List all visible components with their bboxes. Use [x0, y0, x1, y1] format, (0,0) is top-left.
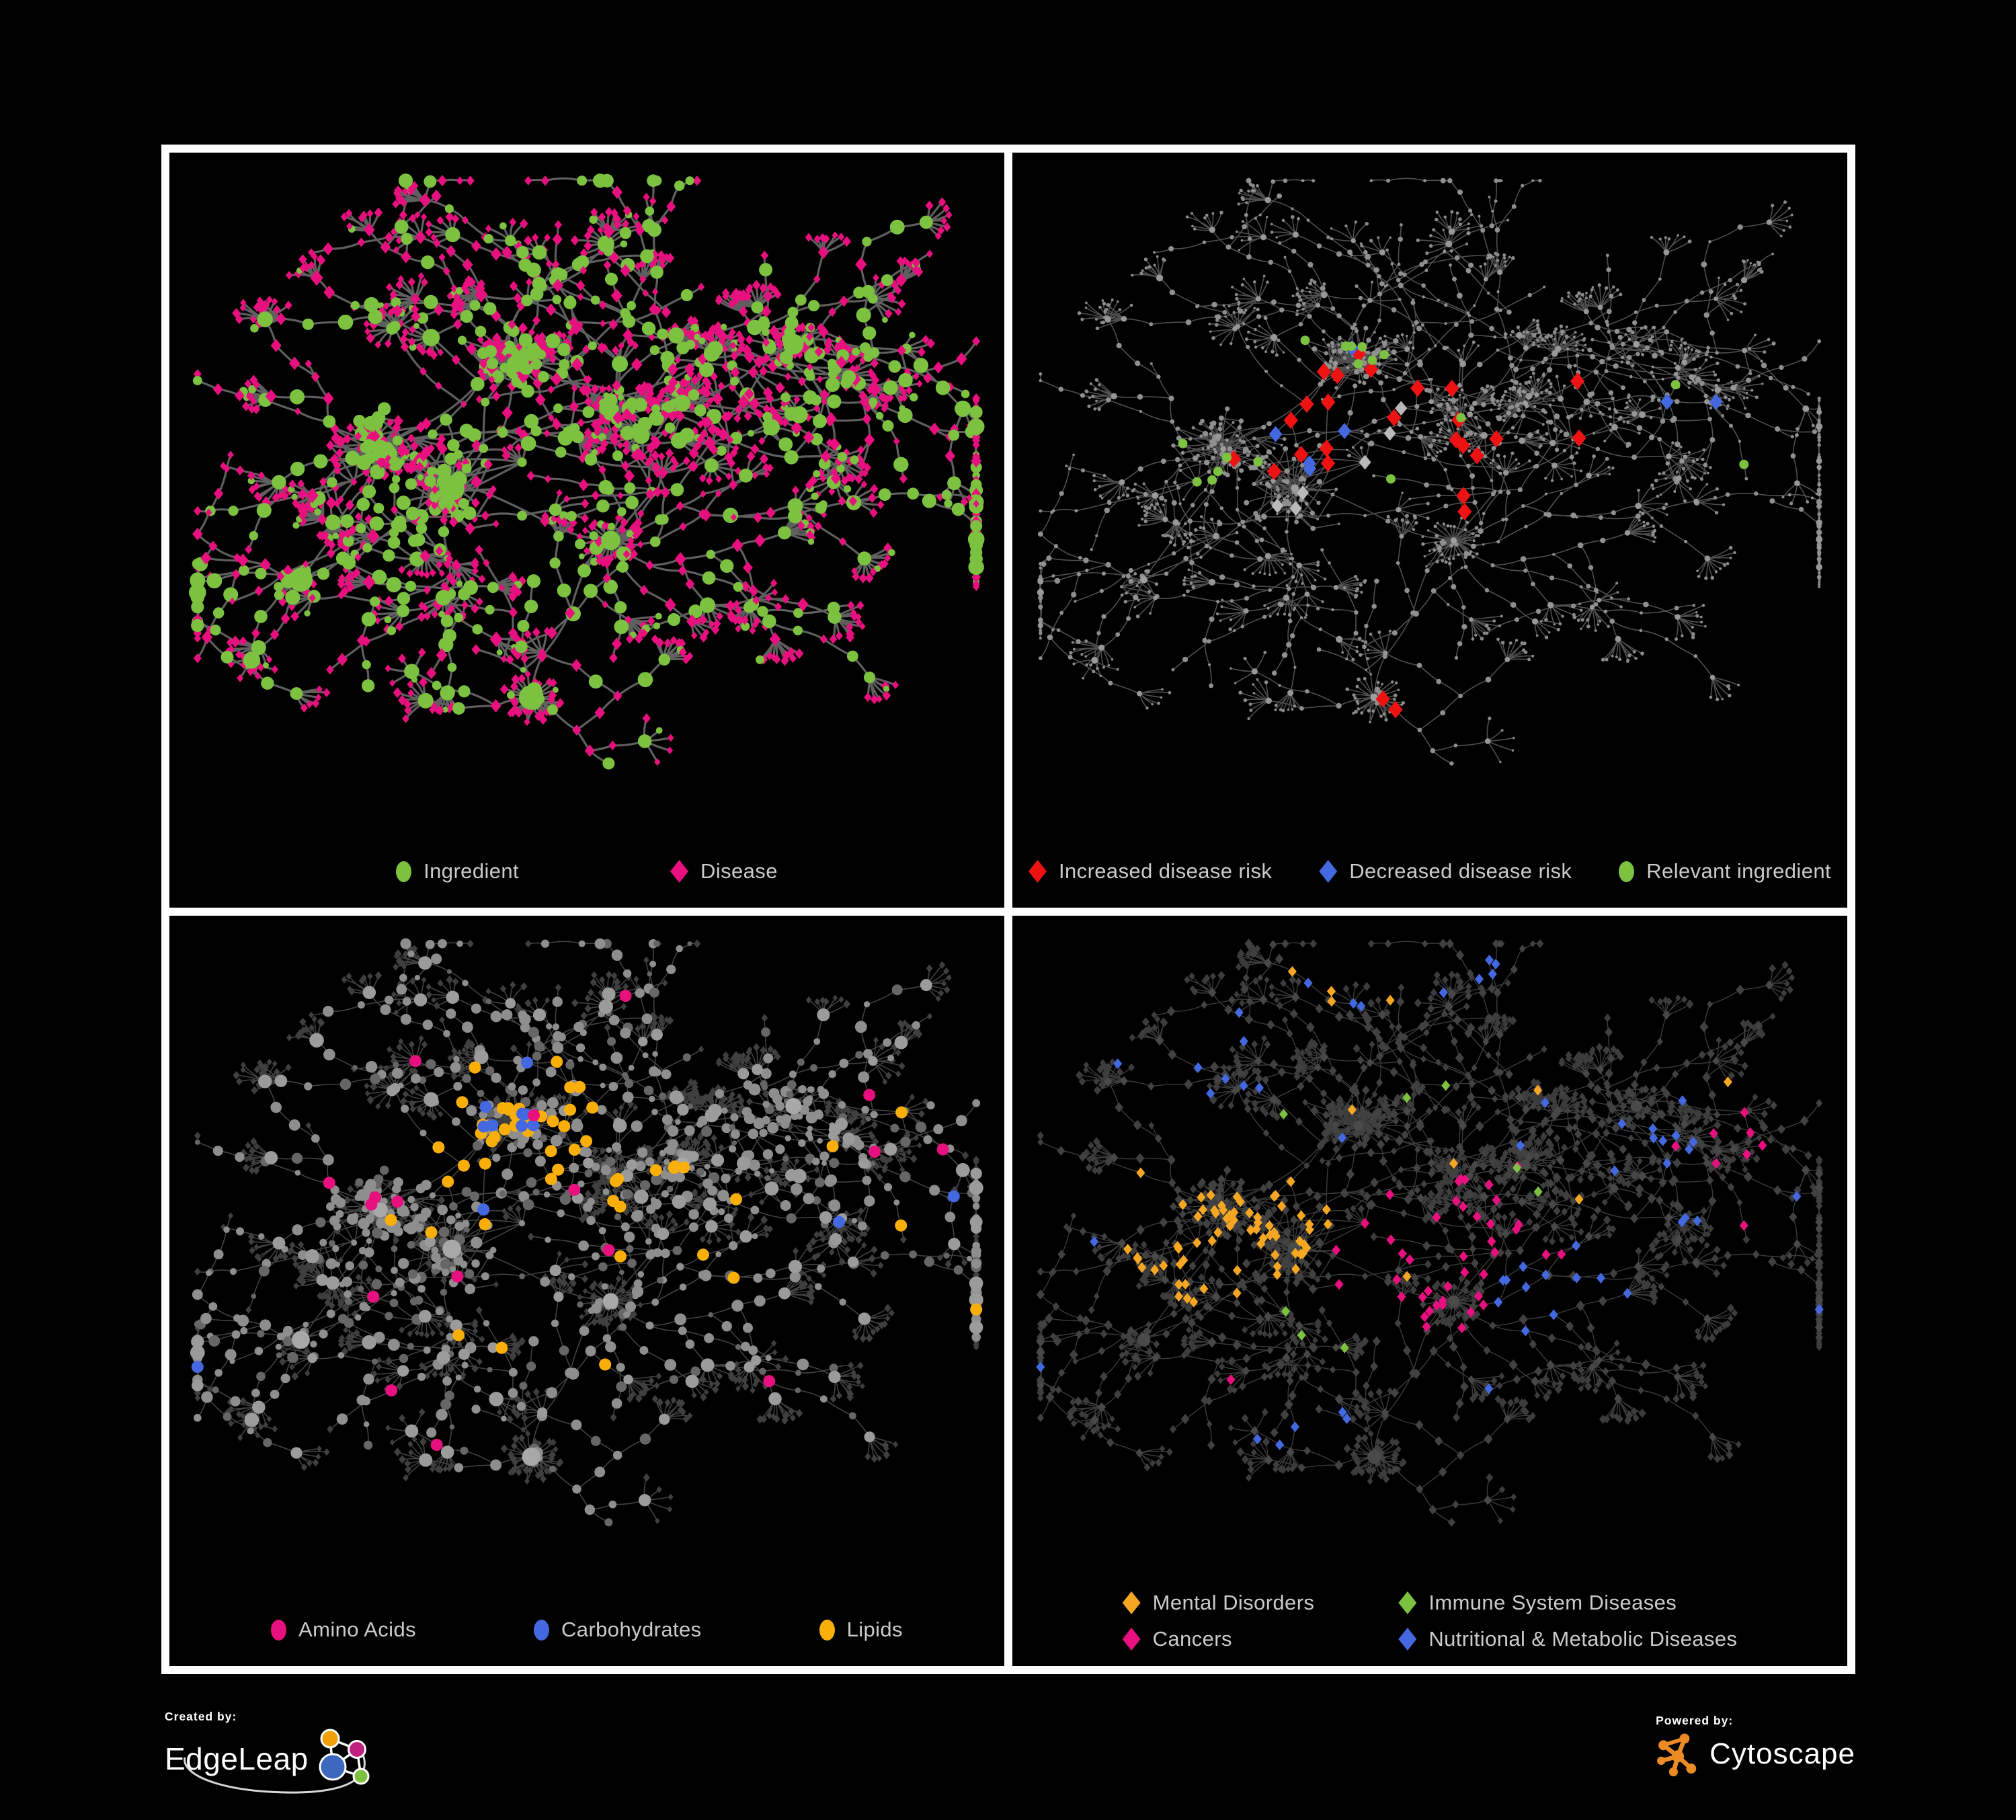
- nutritional-metabolic-marker-icon: [1398, 1628, 1417, 1651]
- ingredient-marker-icon: [396, 861, 412, 882]
- cytoscape-logo-icon: [1657, 1733, 1697, 1776]
- increased-risk-marker-icon: [1029, 860, 1047, 883]
- legend-item-carbohydrates: Carbohydrates: [534, 1618, 702, 1642]
- legend-item-decreased-risk: Decreased disease risk: [1319, 859, 1572, 883]
- powered-by-label: Powered by:: [1656, 1714, 1734, 1727]
- powered-by-credit: Powered by: Cytoscape: [1656, 1714, 1855, 1776]
- macronutrients-network-svg: [190, 938, 983, 1527]
- legend-label: Mental Disorders: [1152, 1591, 1315, 1614]
- legend-label: Nutritional & Metabolic Diseases: [1428, 1627, 1738, 1651]
- legend-item-immune-system-diseases: Immune System Diseases: [1398, 1591, 1737, 1615]
- edgeleap-wordmark: EdgeLeap: [165, 1741, 309, 1776]
- edgeleap-logo-icon: [184, 1729, 370, 1794]
- disease-risk-network-svg: [1037, 177, 1823, 766]
- panel-disease-risk: Increased disease risk Decreased disease…: [1012, 153, 1847, 908]
- panel-macronutrients: Amino Acids Carbohydrates Lipids: [169, 916, 1004, 1666]
- lipids-marker-icon: [819, 1619, 835, 1640]
- created-by-credit: Created by: EdgeLeap: [165, 1710, 374, 1794]
- relevant-ingredient-marker-icon: [1619, 861, 1635, 882]
- legend-label: Lipids: [846, 1618, 903, 1641]
- panel-grid: Ingredient Disease Increased disease ris…: [161, 145, 1855, 1674]
- legend-item-nutritional-metabolic-diseases: Nutritional & Metabolic Diseases: [1398, 1627, 1737, 1651]
- legend-disease-risk: Increased disease risk Decreased disease…: [1012, 859, 1847, 883]
- legend-ingredient-disease: Ingredient Disease: [169, 859, 1004, 883]
- legend-label: Increased disease risk: [1059, 859, 1273, 883]
- legend-item-relevant-ingredient: Relevant ingredient: [1619, 859, 1831, 883]
- panel-disease-categories: Mental Disorders Cancers Immune System D…: [1012, 916, 1847, 1666]
- amino-acids-marker-icon: [271, 1619, 287, 1640]
- immune-system-marker-icon: [1398, 1591, 1417, 1614]
- legend-disease-categories: Mental Disorders Cancers Immune System D…: [1012, 1591, 1847, 1651]
- legend-macronutrients: Amino Acids Carbohydrates Lipids: [169, 1618, 1004, 1642]
- mental-disorders-marker-icon: [1122, 1591, 1141, 1614]
- decreased-risk-marker-icon: [1319, 860, 1338, 883]
- disease-marker-icon: [670, 860, 689, 883]
- legend-label: Immune System Diseases: [1428, 1591, 1677, 1614]
- legend-label: Disease: [700, 859, 778, 883]
- legend-item-amino-acids: Amino Acids: [271, 1618, 416, 1642]
- legend-item-ingredient: Ingredient: [396, 859, 519, 883]
- legend-label: Ingredient: [424, 859, 520, 883]
- legend-item-lipids: Lipids: [819, 1618, 903, 1642]
- created-by-label: Created by:: [165, 1710, 237, 1723]
- legend-item-cancers: Cancers: [1122, 1627, 1315, 1651]
- legend-label: Cancers: [1152, 1627, 1232, 1651]
- disease-categories-network-svg: [1036, 939, 1824, 1527]
- edgeleap-brand-row: EdgeLeap: [165, 1728, 374, 1794]
- legend-label: Amino Acids: [298, 1618, 417, 1641]
- legend-item-increased-risk: Increased disease risk: [1029, 859, 1272, 883]
- legend-item-disease: Disease: [670, 859, 778, 883]
- legend-label: Relevant ingredient: [1646, 859, 1831, 883]
- ingredient-disease-network-svg: [188, 173, 985, 770]
- carbohydrates-marker-icon: [534, 1619, 550, 1640]
- cancers-marker-icon: [1122, 1628, 1141, 1651]
- legend-label: Decreased disease risk: [1349, 859, 1572, 883]
- panel-ingredient-disease: Ingredient Disease: [169, 153, 1004, 908]
- cytoscape-wordmark: Cytoscape: [1709, 1737, 1855, 1770]
- cytoscape-brand-row: Cytoscape: [1656, 1732, 1855, 1776]
- legend-label: Carbohydrates: [561, 1618, 702, 1641]
- legend-item-mental-disorders: Mental Disorders: [1122, 1591, 1315, 1615]
